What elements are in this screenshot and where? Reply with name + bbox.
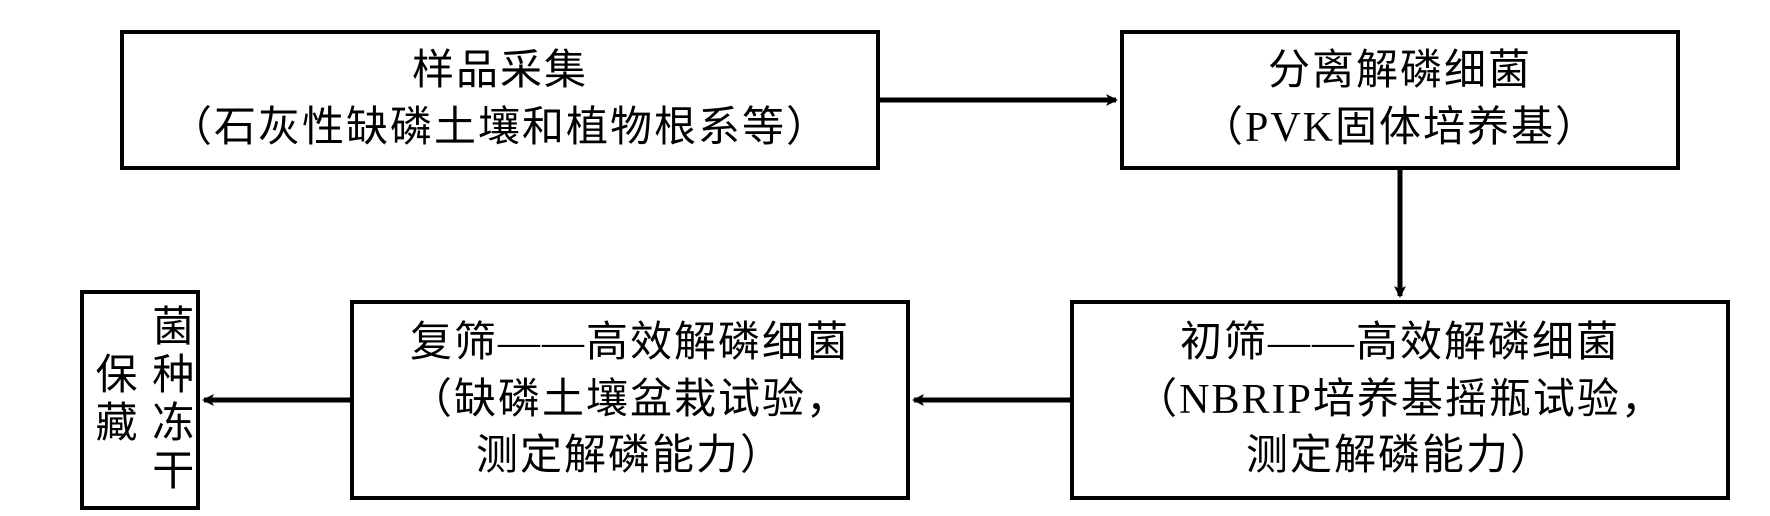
node-line: 分离解磷细菌	[1268, 43, 1532, 100]
node-primary-screen: 初筛——高效解磷细菌 （NBRIP培养基摇瓶试验， 测定解磷能力）	[1070, 300, 1730, 500]
node-vertical-text: 菌种冻干保藏	[83, 294, 196, 506]
node-line: （PVK固体培养基）	[1201, 100, 1599, 157]
node-line: 测定解磷能力）	[1246, 428, 1554, 485]
node-line: 测定解磷能力）	[476, 428, 784, 485]
node-line: 初筛——高效解磷细菌	[1180, 315, 1620, 372]
node-line: （NBRIP培养基摇瓶试验，	[1135, 372, 1665, 429]
node-line: （缺磷土壤盆栽试验，	[410, 372, 850, 429]
node-freeze-dry-storage: 菌种冻干保藏	[80, 290, 200, 510]
node-line: （石灰性缺磷土壤和植物根系等）	[170, 100, 830, 157]
node-sample-collection: 样品采集 （石灰性缺磷土壤和植物根系等）	[120, 30, 880, 170]
node-isolate-bacteria: 分离解磷细菌 （PVK固体培养基）	[1120, 30, 1680, 170]
node-line: 样品采集	[412, 43, 588, 100]
node-line: 复筛——高效解磷细菌	[410, 315, 850, 372]
flowchart-canvas: 样品采集 （石灰性缺磷土壤和植物根系等） 分离解磷细菌 （PVK固体培养基） 初…	[0, 0, 1770, 516]
node-secondary-screen: 复筛——高效解磷细菌 （缺磷土壤盆栽试验， 测定解磷能力）	[350, 300, 910, 500]
